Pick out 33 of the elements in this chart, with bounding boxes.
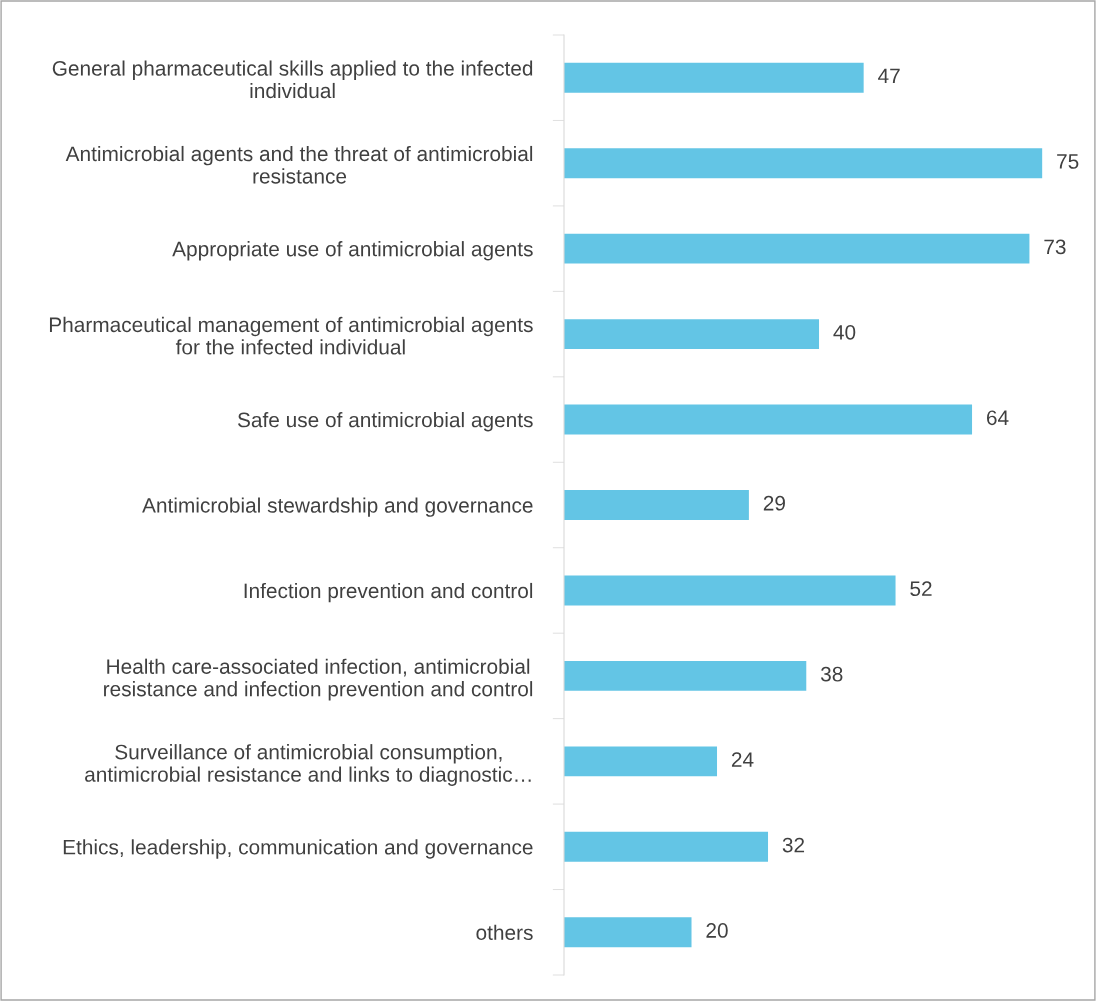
data-label: 75	[1057, 154, 1079, 169]
bar	[564, 831, 769, 862]
bar	[564, 917, 692, 948]
data-label: 64	[987, 410, 1009, 426]
data-label: 52	[910, 581, 932, 597]
bar	[564, 148, 1043, 179]
bar	[564, 404, 973, 435]
data-label: 29	[763, 495, 785, 511]
bar	[564, 575, 896, 606]
data-label: 73	[1044, 239, 1066, 255]
data-label: 32	[782, 837, 805, 853]
data-label: 40	[833, 324, 856, 340]
bar	[564, 319, 820, 350]
bar	[564, 233, 1030, 264]
y-tick-label: Appropriate use of antimicrobial agents	[172, 241, 533, 261]
data-label: 20	[706, 923, 728, 938]
y-tick-label: General pharmaceutical skills applied to the infected individual	[52, 60, 533, 99]
y-tick-label: Infection prevention and control	[244, 582, 533, 603]
y-tick-label: Ethics, leadership, communication and governance	[63, 839, 533, 859]
y-tick-label: Antimicrobial stewardship and governance	[142, 497, 533, 517]
bar	[564, 746, 718, 777]
y-tick-label: Safe use of antimicrobial agents	[237, 412, 533, 432]
data-label: 47	[878, 68, 900, 84]
data-label: 24	[731, 752, 754, 767]
bar	[564, 660, 807, 691]
y-tick-label: Antimicrobial agents and the threat of antimicrobial resistance	[65, 145, 533, 184]
y-tick-label: Pharmaceutical management of antimicrobial agents for the infected individual	[49, 316, 533, 355]
y-tick-label: Surveillance of antimicrobial consumption, antimicrobial resistance and links to diagnostic…	[85, 744, 531, 786]
y-tick-label: Health care-associated infection, antimicrobial resistance and infection prevention and control	[104, 658, 533, 701]
data-label: 38	[820, 666, 843, 682]
y-tick-label: others	[476, 924, 533, 941]
bar	[564, 62, 864, 93]
bar	[564, 490, 749, 520]
